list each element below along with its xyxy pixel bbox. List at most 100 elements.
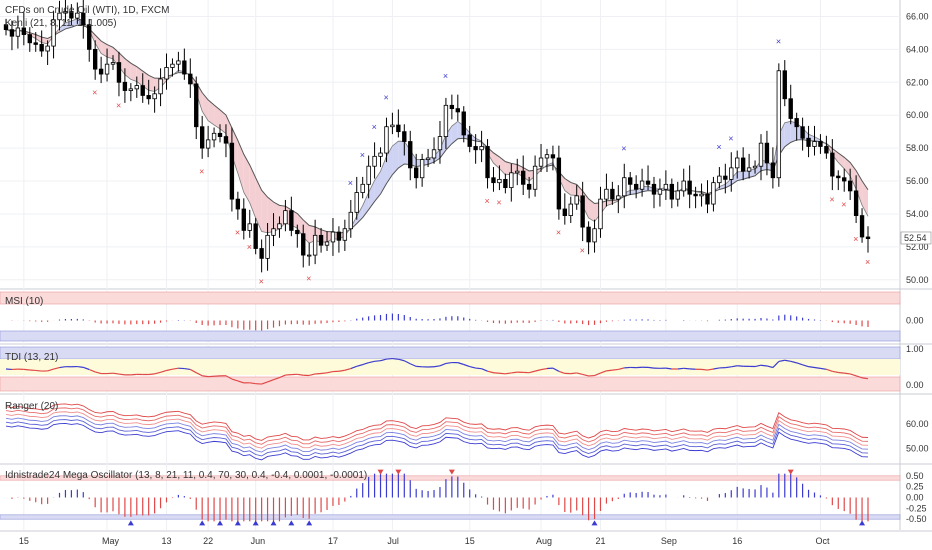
- candle-body: [443, 104, 449, 137]
- cloud-segment: [113, 47, 119, 67]
- cloud-segment: [107, 44, 114, 59]
- candle-body: [479, 146, 484, 151]
- main-y-tick-label: 52.00: [906, 242, 929, 252]
- x-tick-label: Jul: [387, 536, 399, 546]
- candle-body: [182, 60, 187, 75]
- tdi-line-segment: [790, 360, 797, 364]
- tdi-line-segment: [392, 357, 399, 360]
- tdi-line-segment: [600, 370, 607, 374]
- tdi-line-segment: [647, 366, 655, 369]
- cloud-segment: [243, 154, 250, 203]
- cloud-segment: [220, 109, 226, 134]
- cloud-segment: [249, 164, 256, 219]
- candle-body: [307, 254, 312, 257]
- candle-body: [580, 195, 585, 228]
- osc-buy-arrow: [234, 520, 241, 526]
- tdi-line-segment: [855, 375, 863, 379]
- x-tick-label: 16: [732, 536, 742, 546]
- tdi-line-segment: [784, 359, 791, 362]
- cloud-segment: [356, 205, 363, 224]
- candle-body: [663, 183, 669, 190]
- cloud-segment: [743, 170, 750, 180]
- candle-body: [853, 190, 859, 216]
- tdi-line-segment: [380, 358, 387, 362]
- x-tick-label: 13: [162, 536, 172, 546]
- candle-body: [98, 68, 104, 75]
- cloud-segment: [784, 121, 791, 147]
- candle-body: [568, 203, 573, 216]
- cloud-segment: [368, 180, 375, 210]
- candle-body: [229, 142, 235, 200]
- tdi-line-segment: [713, 367, 720, 370]
- sell-cross-marker: ×: [306, 273, 311, 283]
- candle-body: [622, 177, 627, 197]
- tdi-line-segment: [374, 360, 381, 362]
- candle-body: [348, 211, 353, 230]
- tdi-pane-title: TDI (13, 21): [5, 352, 58, 363]
- candle-body: [806, 137, 811, 147]
- x-tick-label: 17: [328, 536, 338, 546]
- candle-body: [39, 44, 44, 52]
- candle-body: [241, 208, 246, 231]
- tdi-line-segment: [35, 369, 42, 372]
- candle-body: [122, 81, 128, 91]
- ranger-y-tick-label: 60.00: [906, 419, 929, 429]
- candle-body: [188, 73, 193, 85]
- osc-sell-arrow: [395, 469, 402, 475]
- sell-cross-marker: ×: [199, 166, 204, 176]
- candle-body: [639, 180, 645, 190]
- tdi-line-segment: [190, 368, 197, 374]
- candle-body: [562, 208, 567, 216]
- x-tick-label: 22: [203, 536, 213, 546]
- candle-body: [360, 183, 365, 193]
- tdi-line-segment: [321, 372, 328, 375]
- cloud-segment: [564, 178, 571, 196]
- sell-cross-marker: ×: [556, 227, 561, 237]
- tdi-line-segment: [433, 365, 441, 368]
- candle-body: [830, 152, 835, 177]
- candle-body: [27, 34, 32, 44]
- tdi-line-segment: [23, 368, 30, 371]
- tdi-line-segment: [445, 361, 452, 365]
- tdi-mid-band: [0, 359, 900, 375]
- fast-ma-line: [5, 18, 869, 244]
- candle-body: [776, 70, 782, 179]
- tdi-line-segment: [505, 372, 512, 375]
- osc-buy-arrow: [127, 520, 134, 526]
- cloud-segment: [41, 37, 48, 44]
- tdi-line-segment: [552, 367, 560, 372]
- candle-body: [253, 223, 258, 249]
- x-tick-label: Jun: [251, 536, 266, 546]
- tdi-line-segment: [160, 369, 167, 373]
- cloud-segment: [439, 134, 446, 159]
- candle-body: [764, 142, 770, 164]
- candle-body: [419, 159, 425, 179]
- candle-body: [699, 193, 704, 197]
- ranger-pane-title: Ranger (20): [5, 401, 58, 412]
- tdi-line-segment: [398, 358, 405, 362]
- main-y-tick-label: 54.00: [906, 209, 929, 219]
- tdi-line-segment: [59, 366, 66, 369]
- candle-body: [312, 234, 318, 256]
- ranger-line: [5, 403, 869, 441]
- candle-body: [271, 228, 276, 236]
- osc-y-tick-label: 0.50: [906, 471, 924, 481]
- last-price-label: 52.54: [904, 233, 927, 243]
- ranger-y-tick-label: 50.00: [906, 443, 929, 453]
- main-y-tick-label: 64.00: [906, 44, 929, 54]
- osc-sell-arrow: [448, 469, 455, 475]
- tdi-line-segment: [338, 369, 345, 372]
- candle-body: [681, 180, 686, 192]
- tdi-line-segment: [404, 360, 411, 365]
- candle-body: [574, 195, 579, 205]
- buy-cross-marker: ×: [383, 92, 388, 102]
- sell-cross-marker: ×: [496, 198, 501, 208]
- tdi-line-segment: [350, 365, 357, 370]
- tdi-line-segment: [844, 372, 851, 375]
- cloud-segment: [844, 157, 851, 177]
- candle-body: [800, 126, 805, 139]
- tdi-line-segment: [838, 371, 845, 374]
- tdi-line-segment: [148, 373, 155, 376]
